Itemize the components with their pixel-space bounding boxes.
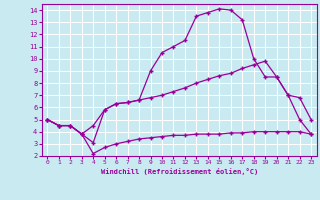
X-axis label: Windchill (Refroidissement éolien,°C): Windchill (Refroidissement éolien,°C) [100,168,258,175]
